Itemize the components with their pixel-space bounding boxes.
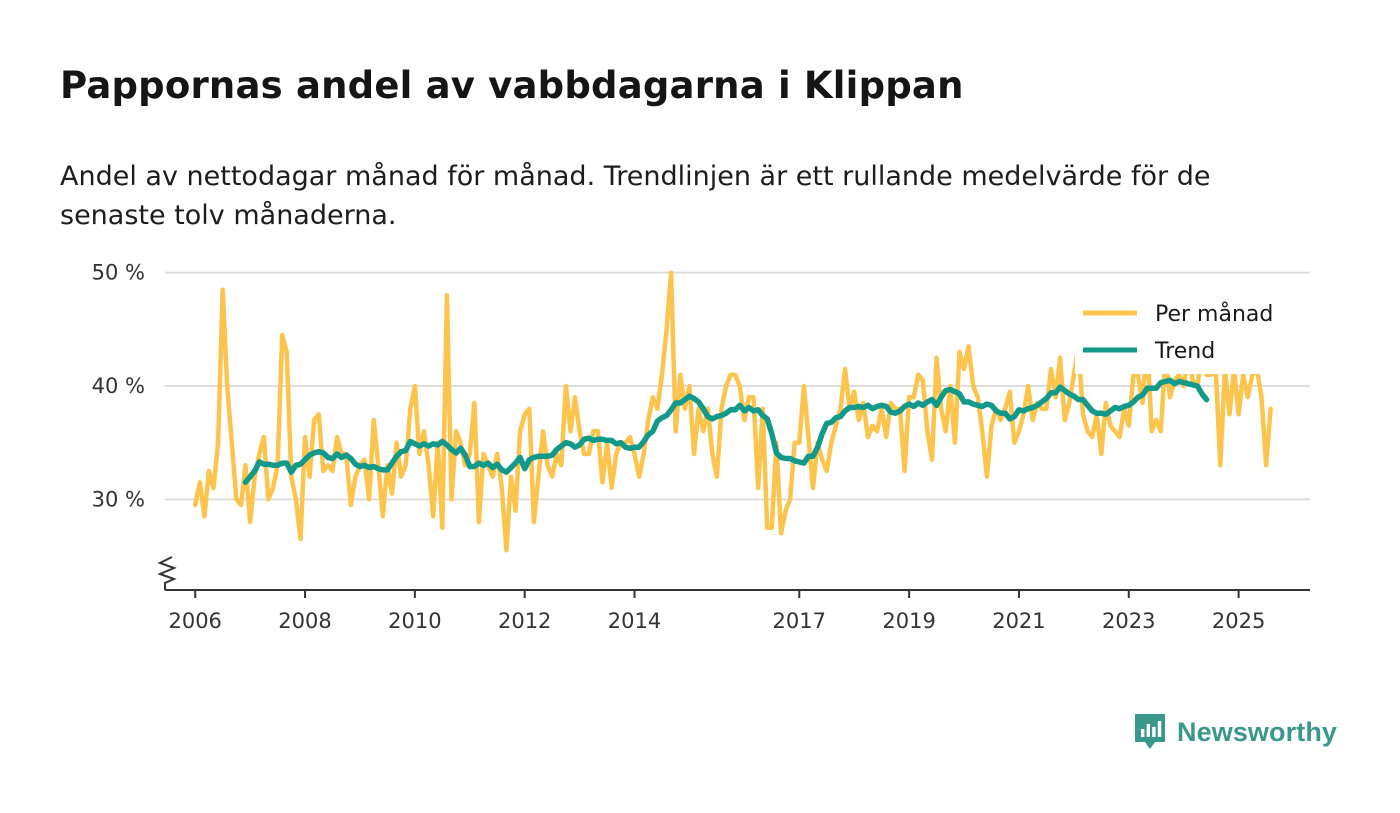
x-tick-label: 2021 [992, 609, 1045, 633]
x-tick-label: 2010 [388, 609, 441, 633]
chart-legend: Per månad Trend [1075, 296, 1295, 374]
series-line-per-manad [192, 270, 1273, 553]
y-tick-label: 30 % [92, 487, 145, 511]
axis-break-icon [157, 556, 177, 590]
x-tick-label: 2006 [168, 609, 221, 633]
x-tick-label: 2023 [1102, 609, 1155, 633]
legend-label: Per månad [1155, 301, 1273, 327]
x-tick-label: 2014 [608, 609, 661, 633]
x-tick-label: 2019 [882, 609, 935, 633]
newsworthy-logo-icon [1135, 714, 1165, 749]
chart-title: Pappornas andel av vabbdagarna i Klippan [60, 64, 964, 107]
y-tick-label: 50 % [92, 261, 145, 285]
chart-subtitle: Andel av nettodagar månad för månad. Tre… [60, 161, 1211, 231]
x-tick-label: 2008 [278, 609, 331, 633]
legend-label: Trend [1154, 339, 1215, 364]
brand-name: Newsworthy [1177, 716, 1338, 747]
legend-background [1075, 296, 1295, 374]
y-tick-label: 40 % [92, 374, 145, 398]
x-tick-label: 2025 [1212, 609, 1265, 633]
x-tick-label: 2012 [498, 609, 551, 633]
newsworthy-brand: Newsworthy [1133, 712, 1337, 752]
series-line-trend [242, 377, 1210, 486]
x-tick-label: 2017 [773, 609, 826, 633]
